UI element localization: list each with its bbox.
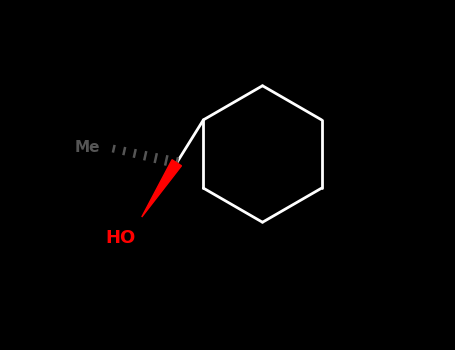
Text: HO: HO [106, 229, 136, 247]
Text: Me: Me [74, 140, 100, 155]
Polygon shape [142, 160, 182, 217]
